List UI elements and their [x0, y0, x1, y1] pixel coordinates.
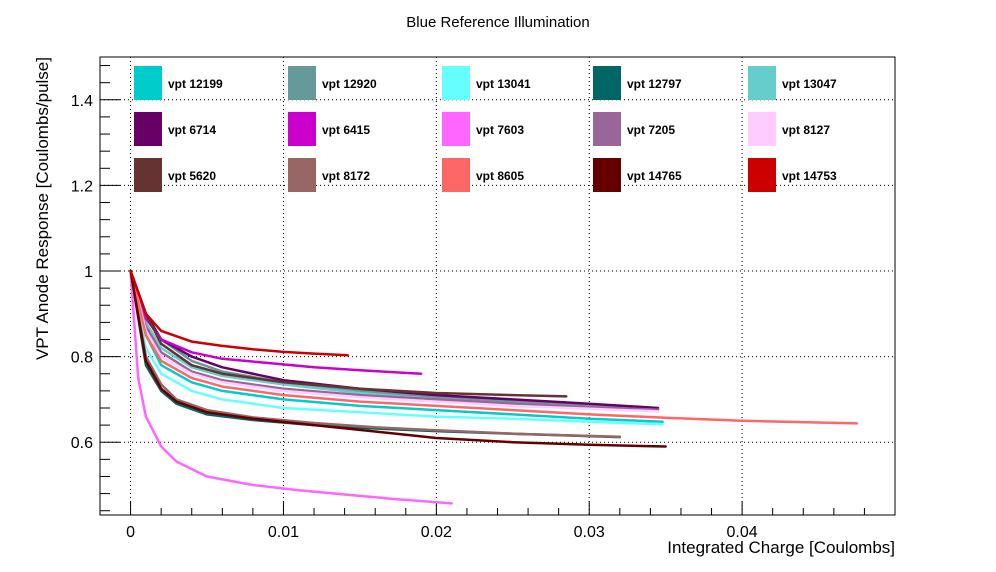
y-tick-label: 0.8 [71, 350, 93, 367]
legend-swatch [134, 158, 162, 192]
series-line-vpt-13041 [129, 269, 664, 426]
series-line-vpt-14753 [129, 269, 349, 357]
legend-label: vpt 13041 [476, 77, 531, 91]
legend-swatch [593, 112, 621, 146]
legend-swatch [442, 112, 470, 146]
x-axis-label: Integrated Charge [Coulombs] [667, 538, 895, 557]
legend-label: vpt 6714 [168, 123, 216, 137]
legend-swatch [134, 66, 162, 100]
y-tick-label: 1.2 [71, 178, 93, 195]
legend-label: vpt 8172 [322, 169, 370, 183]
legend-label: vpt 12797 [627, 77, 682, 91]
legend-swatch [748, 158, 776, 192]
x-tick-label: 0.01 [268, 524, 299, 541]
series-line-vpt-8605 [129, 269, 859, 425]
legend-label: vpt 7603 [476, 123, 524, 137]
legend-swatch [593, 66, 621, 100]
series-line-vpt-7603 [129, 269, 453, 505]
x-tick-label: 0.04 [727, 524, 758, 541]
legend-label: vpt 8605 [476, 169, 524, 183]
x-tick-label: 0 [126, 524, 135, 541]
chart-title: Blue Reference Illumination [406, 14, 589, 31]
y-axis-label: VPT Anode Response [Coulombs/pulse] [33, 57, 52, 360]
legend-swatch [442, 158, 470, 192]
legend-label: vpt 14765 [627, 169, 682, 183]
legend-label: vpt 8127 [782, 123, 830, 137]
legend-swatch [442, 66, 470, 100]
series-line-vpt-8127 [129, 269, 660, 413]
legend-label: vpt 14753 [782, 169, 837, 183]
legend-swatch [288, 158, 316, 192]
legend-swatch [288, 66, 316, 100]
legend-swatch [134, 112, 162, 146]
legend-swatch [748, 66, 776, 100]
legend-label: vpt 6415 [322, 123, 370, 137]
legend: vpt 12199 vpt 12920 vpt 13041 vpt 12797 vpt … [134, 66, 837, 192]
y-tick-label: 1 [84, 264, 93, 281]
legend-swatch [748, 112, 776, 146]
series-line-vpt-8172 [129, 269, 622, 438]
legend-label: vpt 5620 [168, 169, 216, 183]
grid [100, 57, 895, 515]
series-line-vpt-5620 [129, 269, 568, 398]
legend-swatch [593, 158, 621, 192]
legend-label: vpt 13047 [782, 77, 837, 91]
legend-label: vpt 12920 [322, 77, 377, 91]
series-line-vpt-14765 [129, 269, 667, 448]
legend-swatch [288, 112, 316, 146]
y-tick-label: 0.6 [71, 435, 93, 452]
legend-label: vpt 12199 [168, 77, 223, 91]
x-tick-label: 0.03 [574, 524, 605, 541]
series-line-vpt-7205 [129, 269, 660, 411]
series-line-vpt-12199 [129, 269, 664, 423]
series-lines [129, 269, 859, 505]
x-tick-label: 0.02 [421, 524, 452, 541]
legend-label: vpt 7205 [627, 123, 675, 137]
y-tick-label: 1.4 [71, 93, 93, 110]
axes: 0 0.01 0.02 0.03 0.04 0.6 0.8 1 1.2 1.4 [71, 65, 896, 541]
